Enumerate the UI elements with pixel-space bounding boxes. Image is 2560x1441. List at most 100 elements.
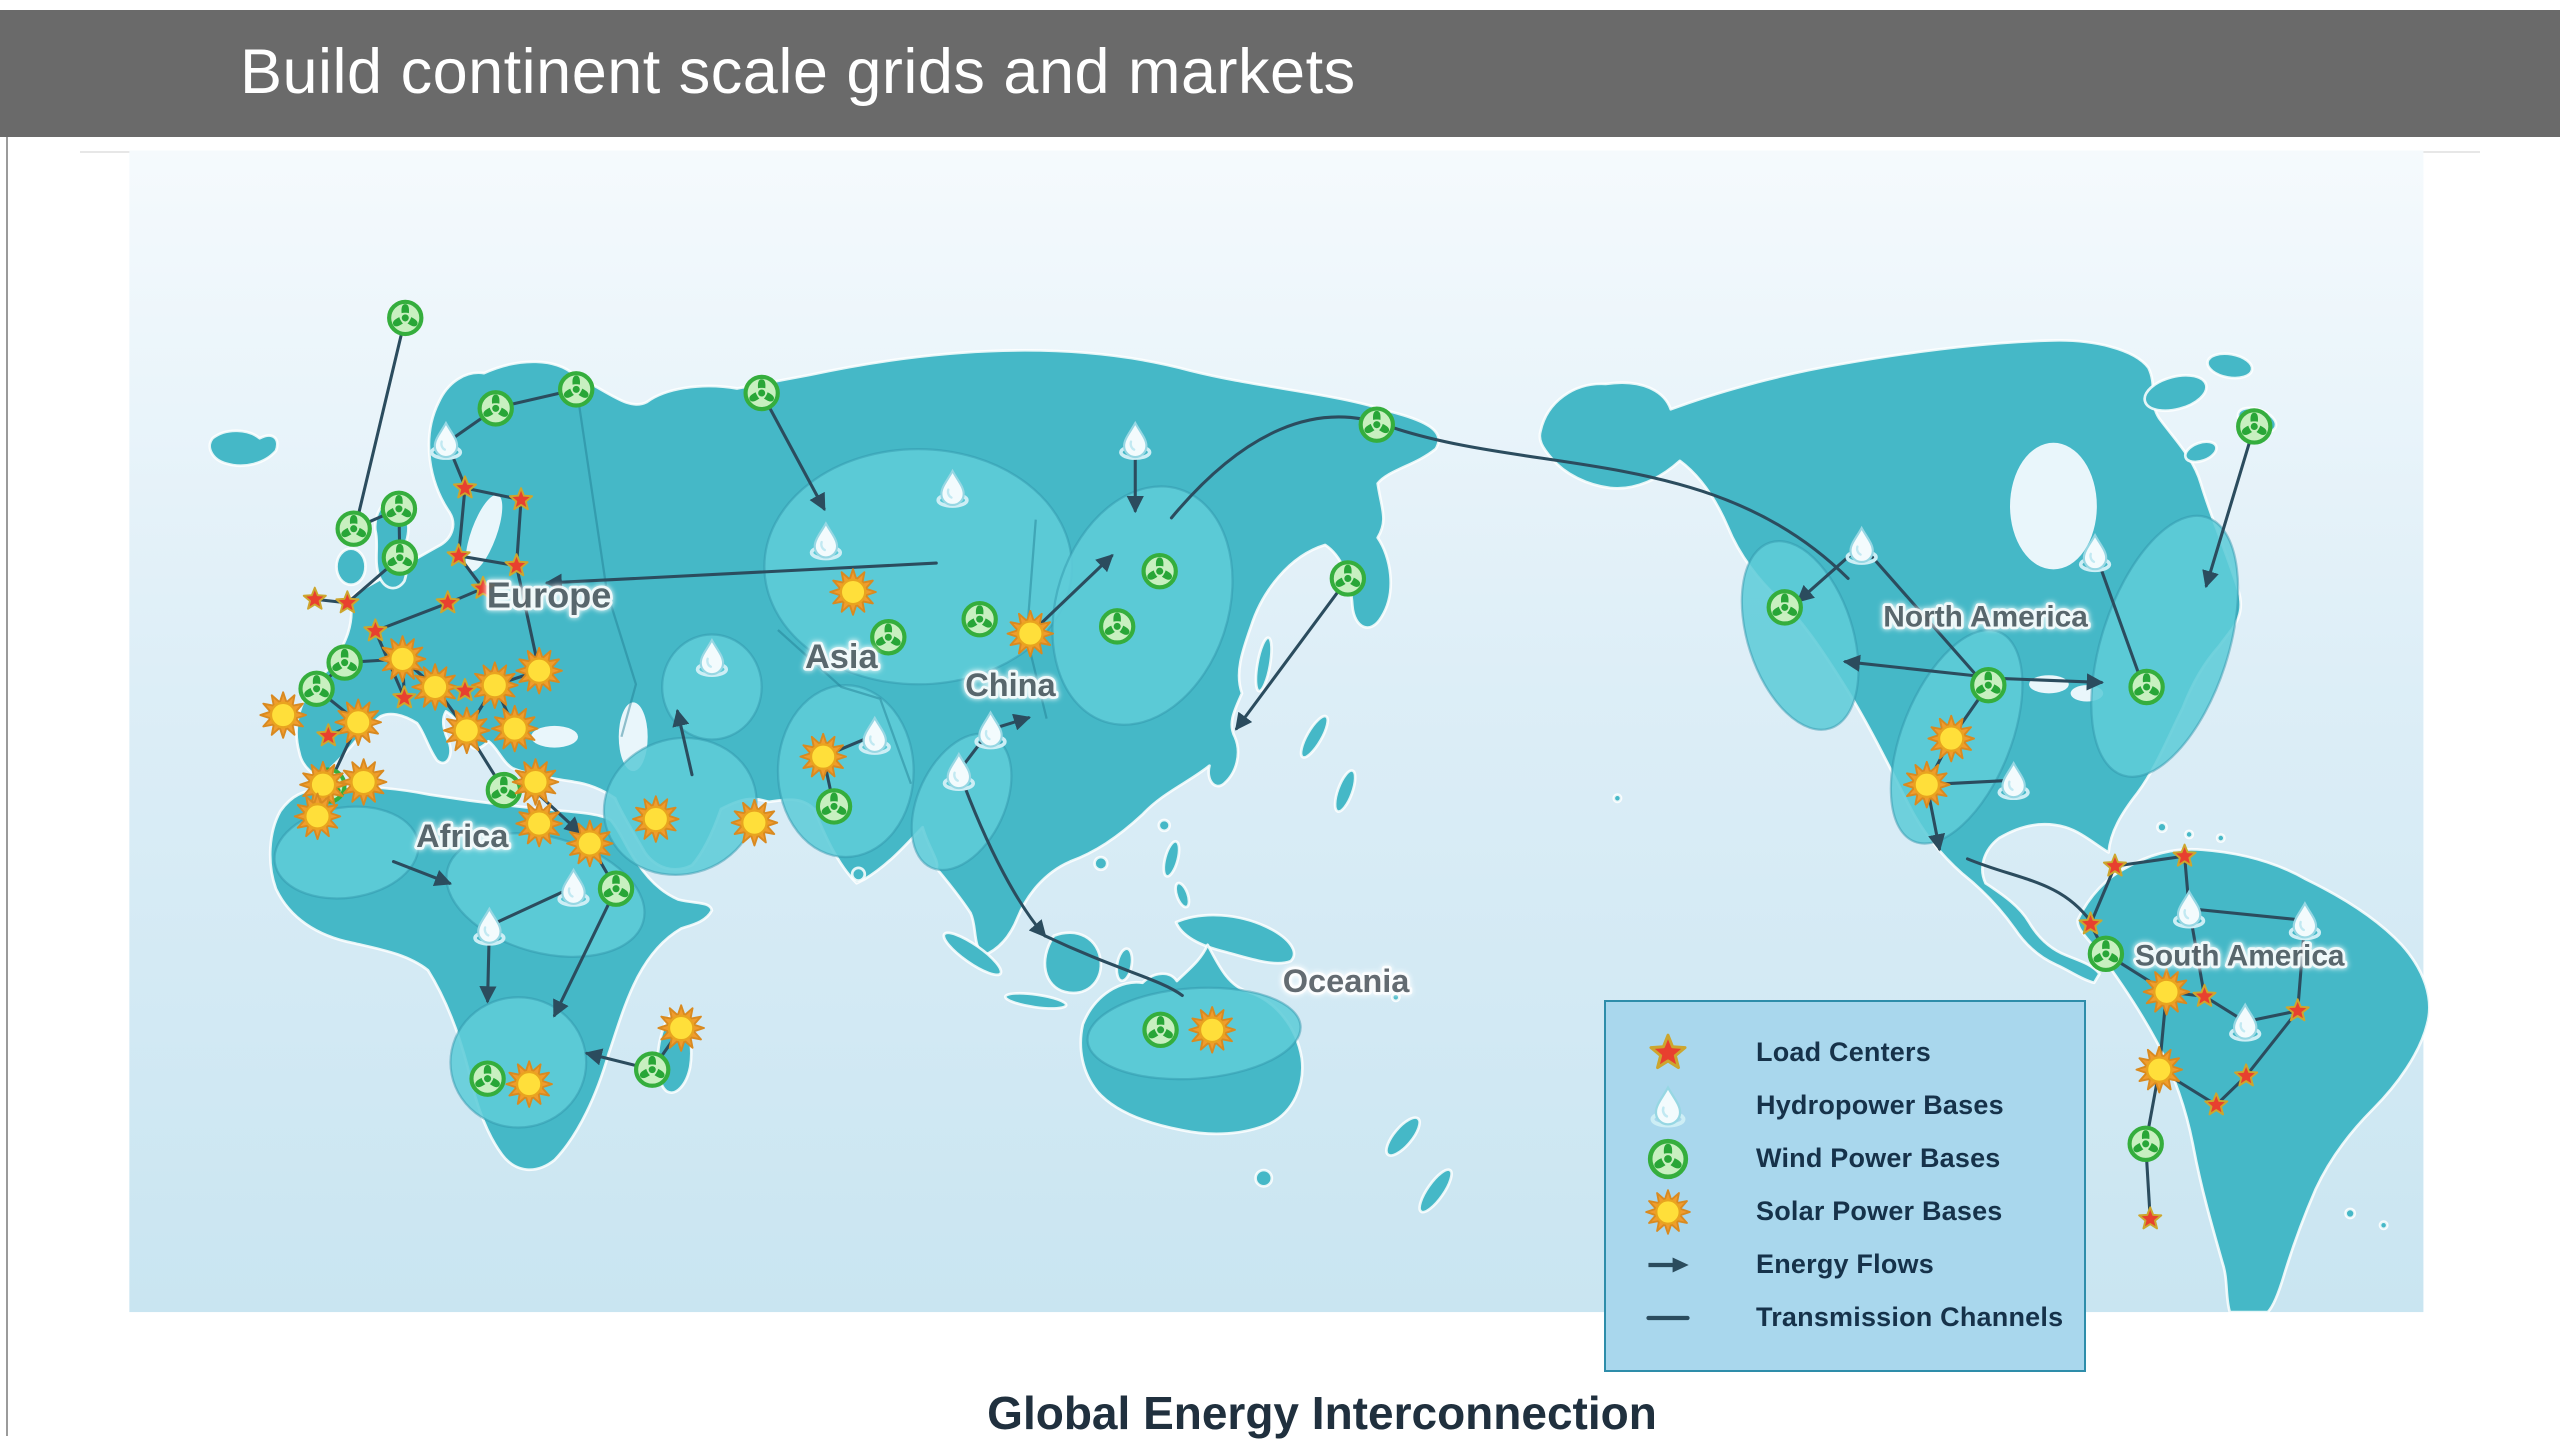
resource-region xyxy=(1086,986,1302,1081)
wind-marker-icon xyxy=(1361,409,1393,441)
taiwan-island xyxy=(1157,818,1171,833)
hydro-icon xyxy=(1642,1082,1694,1130)
borneo-island xyxy=(1043,931,1103,995)
hainan-island xyxy=(1093,855,1109,872)
transmission-line xyxy=(1169,415,1850,580)
energy-flow-arrow xyxy=(1842,654,1980,678)
resource-region xyxy=(776,684,915,859)
arctic-island-4 xyxy=(2183,440,2218,464)
wind-marker-icon xyxy=(471,1063,503,1095)
energy-flow-arrow xyxy=(1235,576,1350,731)
black-sea xyxy=(530,725,579,748)
wind-icon xyxy=(1642,1135,1694,1183)
wind-marker-icon xyxy=(818,790,850,822)
energy-flow-arrow xyxy=(760,391,826,512)
falkland-island-2 xyxy=(2378,1220,2389,1231)
wind-marker-icon xyxy=(2090,938,2122,970)
hudson-bay xyxy=(2010,442,2097,570)
legend-item-star: Load Centers xyxy=(1642,1026,2084,1079)
transmission-line xyxy=(1860,543,1983,683)
wind-marker-icon xyxy=(1972,669,2004,701)
tasmania-island xyxy=(1254,1168,1274,1188)
transmission-line xyxy=(373,601,451,633)
continent-label: China xyxy=(965,667,1056,703)
page-title: Build continent scale grids and markets xyxy=(240,37,1356,107)
legend-item-hydro: Hydropower Bases xyxy=(1642,1079,2084,1132)
arctic-island-1 xyxy=(2143,373,2208,413)
sri-lanka-island xyxy=(850,866,867,882)
japan-island-2 xyxy=(1333,769,1357,813)
wind-marker-icon xyxy=(1144,555,1176,587)
transmission-line xyxy=(2093,550,2143,683)
sakhalin-island xyxy=(1254,636,1273,693)
wind-marker-icon xyxy=(1332,562,1364,594)
energy-flow-arrow xyxy=(391,860,452,887)
wind-marker-icon xyxy=(300,673,332,705)
energy-flow-arrow xyxy=(2202,424,2256,589)
legend-item-label: Hydropower Bases xyxy=(1756,1090,2004,1120)
star-icon xyxy=(1642,1029,1694,1077)
energy-flow-arrow xyxy=(672,708,694,777)
transmission-line xyxy=(2088,864,2117,926)
resource-region xyxy=(449,996,588,1129)
caribbean-island-2 xyxy=(2184,829,2195,840)
transmission-line xyxy=(1043,934,1184,997)
continent-label: North America xyxy=(1883,600,2088,633)
legend-item-label: Solar Power Bases xyxy=(1756,1196,2003,1226)
resource-region xyxy=(2090,514,2240,778)
legend-item-wind: Wind Power Bases xyxy=(1642,1132,2084,1185)
continent-border xyxy=(577,403,638,738)
world-map: Europe Asia China Africa Oceania North Americ… xyxy=(0,137,2560,1436)
wind-marker-icon xyxy=(480,392,512,424)
transmission-line xyxy=(1965,857,2093,923)
legend-item-label: Energy Flows xyxy=(1756,1249,1934,1279)
java-island xyxy=(1003,991,1068,1010)
great-lake-1 xyxy=(2029,675,2069,694)
ireland-island xyxy=(335,547,367,587)
continent-label: South America xyxy=(2135,940,2345,973)
baltic-sea xyxy=(465,494,503,572)
world-map-svg: Europe Asia China Africa Oceania North Americ… xyxy=(129,150,2431,1314)
new-zealand-north xyxy=(1385,1116,1422,1157)
wind-marker-icon xyxy=(600,873,632,905)
transmission-line xyxy=(2244,1009,2300,1078)
continent-label: Africa xyxy=(416,818,509,854)
transmission-line xyxy=(2187,907,2307,922)
wind-marker-icon xyxy=(2238,410,2270,442)
continent-label: Asia xyxy=(805,638,878,676)
resource-region xyxy=(1051,485,1234,726)
caribbean-island-1 xyxy=(2156,821,2168,834)
resource-region xyxy=(602,736,758,877)
iceland-island xyxy=(208,429,279,468)
hawaii-islet xyxy=(1612,793,1623,804)
wind-marker-icon xyxy=(636,1054,668,1086)
energy-flow-arrow xyxy=(1985,673,2104,691)
legend-item-label: Wind Power Bases xyxy=(1756,1143,2001,1173)
slide-title-bar: Build continent scale grids and markets xyxy=(0,10,2560,137)
wind-marker-icon xyxy=(2130,1128,2162,1160)
wind-marker-icon xyxy=(389,302,421,334)
flow-icon xyxy=(1642,1241,1694,1289)
slide-left-border xyxy=(6,137,8,1436)
japan-island-1 xyxy=(1299,714,1330,759)
map-caption: Global Energy Interconnection xyxy=(987,1387,1657,1439)
wind-marker-icon xyxy=(560,373,592,405)
falkland-island-1 xyxy=(2344,1207,2357,1220)
energy-flow-arrow xyxy=(552,887,618,1018)
caribbean-island-3 xyxy=(2215,833,2226,844)
legend-item-chan: Transmission Channels xyxy=(1642,1291,2084,1344)
sun-icon xyxy=(1642,1188,1694,1236)
philippines-1 xyxy=(1162,839,1181,878)
energy-flow-arrow xyxy=(957,769,1047,938)
continent-labels: Europe Asia China Africa Oceania North Americ… xyxy=(413,572,2347,1002)
energy-flow-arrow xyxy=(544,561,938,591)
wind-marker-icon xyxy=(383,493,415,525)
transmission-line xyxy=(2113,854,2187,868)
sumatra-island xyxy=(942,931,1003,977)
continent-label: Europe xyxy=(487,574,612,615)
wind-marker-icon xyxy=(1144,1014,1176,1046)
legend-item-label: Load Centers xyxy=(1756,1037,1931,1067)
wind-marker-icon xyxy=(1769,591,1801,623)
wind-marker-icon xyxy=(2130,671,2162,703)
continent-label: Oceania xyxy=(1283,963,1411,999)
